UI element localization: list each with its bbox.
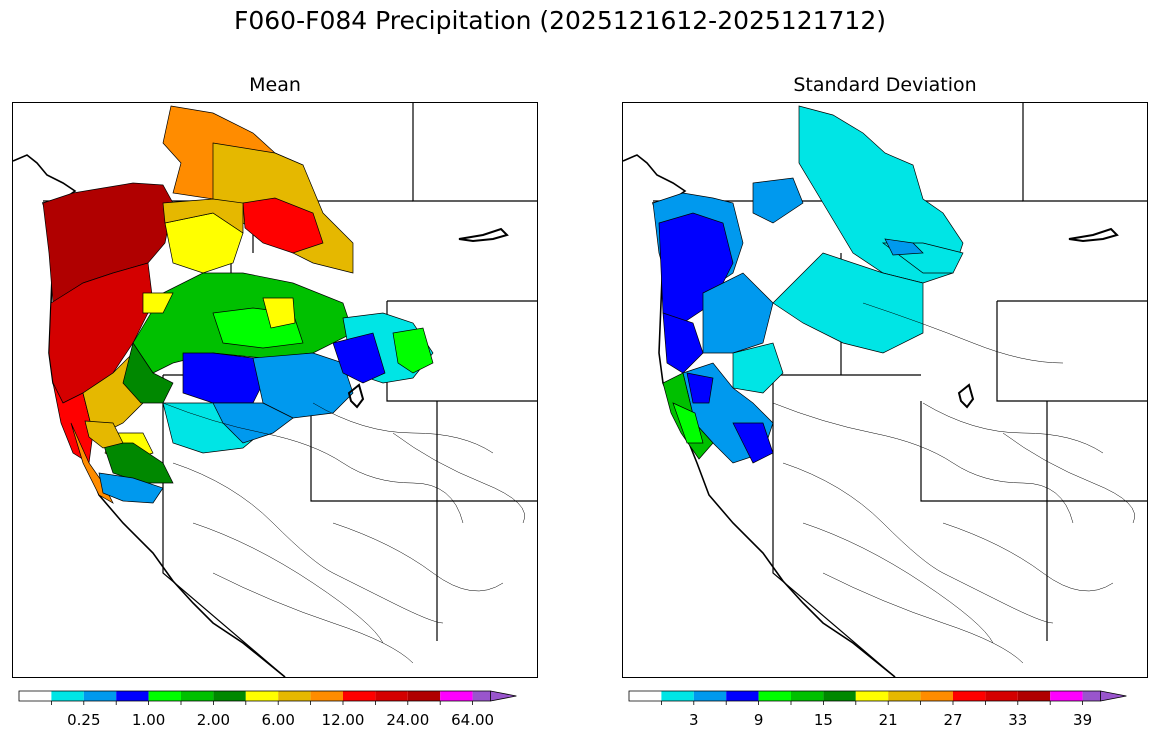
mean-colorbar: [18, 690, 517, 705]
mean-map: [13, 103, 537, 677]
std-colorbar-swatch: [726, 691, 759, 701]
mean-precip-regions: [42, 105, 434, 504]
std-colorbar-label: 33: [1008, 711, 1028, 729]
std-colorbar-swatch: [1017, 691, 1051, 701]
std-colorbar-swatch: [693, 691, 727, 701]
mean-colorbar-swatch: [472, 691, 491, 701]
std-map-panel: [622, 102, 1148, 678]
std-lake: [957, 383, 975, 409]
mean-colorbar-swatch: [440, 691, 473, 701]
std-colorbar-swatch: [661, 691, 694, 701]
mean-colorbar-label: 1.00: [131, 711, 166, 729]
mean-colorbar-label: 2.00: [196, 711, 231, 729]
mean-colorbar-swatch: [51, 691, 84, 701]
mean-colorbar-swatch: [375, 691, 408, 701]
std-colorbar-swatch: [823, 691, 856, 701]
mean-lake: [347, 383, 365, 409]
std-colorbar-outline: [628, 690, 1101, 702]
mean-panel-title: Mean: [249, 74, 301, 96]
std-precip-regions: [652, 105, 964, 464]
mean-colorbar-swatch: [213, 691, 246, 701]
std-colorbar-swatch: [1082, 691, 1101, 701]
std-colorbar: [628, 690, 1127, 705]
std-colorbar-swatch: [758, 691, 791, 701]
std-watershed-lines: [772, 302, 1135, 664]
std-colorbar-swatch: [855, 691, 889, 701]
std-lake-hudson: [1068, 227, 1119, 243]
std-map: [623, 103, 1147, 677]
mean-colorbar-swatch: [343, 691, 376, 701]
mean-colorbar-label: 6.00: [261, 711, 295, 729]
std-panel-title: Standard Deviation: [793, 74, 977, 96]
std-colorbar-swatch: [920, 691, 953, 701]
mean-colorbar-swatch: [19, 691, 52, 701]
std-colorbar-extend-arrow: [1100, 690, 1127, 702]
mean-colorbar-swatch: [407, 691, 441, 701]
mean-colorbar-swatch: [181, 691, 214, 701]
mean-colorbar-swatch: [83, 691, 117, 701]
mean-colorbar-swatch: [148, 691, 181, 701]
mean-colorbar-outline: [18, 690, 491, 702]
std-colorbar-label: 39: [1073, 711, 1093, 729]
mean-colorbar-label: 12.00: [321, 711, 365, 729]
std-colorbar-swatch: [985, 691, 1018, 701]
std-colorbar-label: 15: [813, 711, 833, 729]
mean-colorbar-swatch: [116, 691, 149, 701]
mean-colorbar-extend-arrow: [490, 690, 517, 702]
std-colorbar-swatch: [888, 691, 921, 701]
std-colorbar-label: 9: [753, 711, 764, 729]
std-coastline: [623, 154, 896, 677]
mean-colorbar-label: 0.25: [67, 711, 101, 729]
std-colorbar-swatch: [791, 691, 824, 701]
std-colorbar-label: 3: [689, 711, 699, 729]
figure-title: F060-F084 Precipitation (2025121612-2025…: [233, 6, 886, 35]
std-colorbar-swatch: [629, 691, 662, 701]
std-colorbar-label: 21: [878, 711, 898, 729]
mean-colorbar-swatch: [278, 691, 311, 701]
mean-colorbar-swatch: [310, 691, 343, 701]
std-colorbar-swatch: [1050, 691, 1083, 701]
mean-colorbar-swatch: [245, 691, 279, 701]
mean-colorbar-label: 24.00: [386, 711, 430, 729]
std-colorbar-label: 27: [943, 711, 963, 729]
mean-watershed-lines: [162, 402, 525, 664]
mean-lake-hudson: [458, 227, 509, 243]
mean-colorbar-label: 64.00: [451, 711, 495, 729]
std-colorbar-swatch: [953, 691, 986, 701]
mean-map-panel: [12, 102, 538, 678]
